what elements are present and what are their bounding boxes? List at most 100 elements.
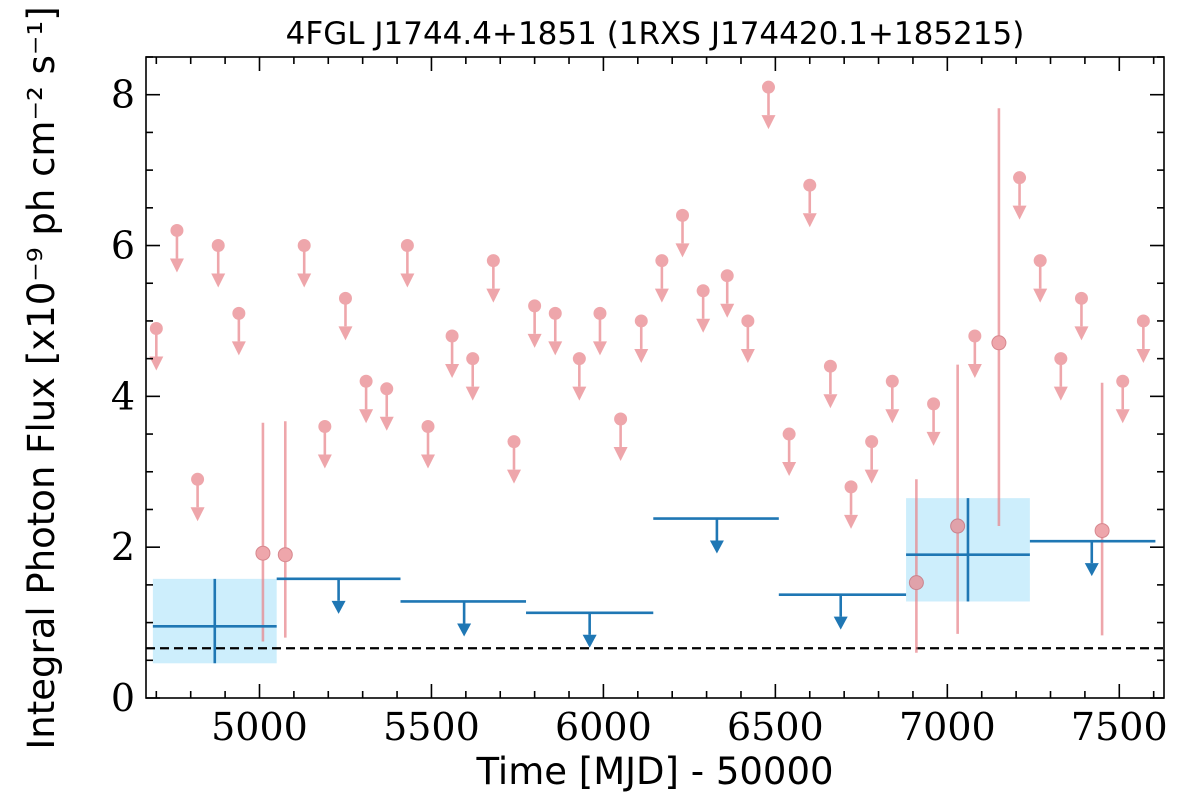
monthly-upper-limit-point — [528, 299, 542, 313]
monthly-upper-limit-head — [317, 454, 332, 469]
monthly-upper-limit-point — [400, 239, 414, 253]
yearly-upper-limit-2 — [526, 611, 654, 648]
monthly-upper-limit-35 — [967, 329, 982, 379]
monthly-upper-limit-point — [232, 306, 246, 320]
yearly-detection-1 — [906, 498, 1030, 602]
monthly-upper-limit-head — [379, 416, 394, 431]
monthly-upper-limit-32 — [864, 435, 879, 484]
x-tick-label: 6000 — [555, 705, 652, 749]
monthly-upper-limit-head — [967, 364, 982, 379]
monthly-upper-limit-21 — [634, 314, 649, 363]
monthly-upper-limit-34 — [926, 397, 941, 446]
monthly-upper-limit-head — [486, 288, 501, 303]
monthly-upper-limit-12 — [445, 329, 460, 379]
monthly-upper-limit-point — [211, 239, 225, 253]
monthly-upper-limit-point — [1116, 374, 1130, 388]
monthly-upper-limit-29 — [802, 178, 817, 228]
monthly-upper-limit-point — [318, 420, 332, 434]
monthly-upper-limit-head — [823, 394, 838, 409]
monthly-upper-limit-13 — [465, 352, 480, 401]
x-tick-label: 7500 — [1071, 705, 1168, 749]
y-tick-label: 6 — [111, 224, 135, 268]
monthly-upper-limit-point — [486, 254, 500, 268]
monthly-upper-limit-head — [1012, 205, 1027, 220]
monthly-upper-limit-head — [211, 273, 226, 288]
monthly-upper-limit-head — [740, 348, 755, 363]
monthly-upper-limit-19 — [592, 306, 607, 356]
x-tick-label: 5500 — [383, 705, 480, 749]
monthly-upper-limit-17 — [548, 306, 563, 356]
monthly-detection-point — [908, 575, 924, 591]
monthly-upper-limit-40 — [1115, 374, 1130, 424]
monthly-upper-limit-head — [675, 243, 690, 258]
monthly-upper-limit-head — [782, 462, 797, 477]
monthly-upper-limit-head — [421, 454, 436, 469]
yearly-upper-limit-head — [709, 540, 724, 554]
monthly-upper-limit-head — [885, 409, 900, 424]
monthly-upper-limit-point — [782, 427, 796, 441]
monthly-detection-5 — [1094, 382, 1110, 636]
monthly-upper-limit-22 — [654, 254, 669, 303]
monthly-upper-limit-head — [844, 514, 859, 529]
yearly-upper-limit-1 — [400, 600, 527, 637]
monthly-upper-limit-point — [572, 352, 586, 366]
y-tick-label: 2 — [111, 525, 135, 569]
y-tick-label: 0 — [111, 676, 135, 720]
monthly-upper-limit-point — [823, 359, 837, 373]
monthly-upper-limit-point — [421, 420, 435, 434]
monthly-upper-limit-point — [761, 80, 775, 94]
monthly-upper-limit-head — [613, 446, 628, 461]
monthly-upper-limit-30 — [823, 359, 838, 409]
monthly-detection-4 — [991, 108, 1007, 527]
y-tick-label: 8 — [111, 73, 135, 117]
monthly-upper-limit-head — [445, 364, 460, 379]
monthly-upper-limit-head — [231, 341, 246, 356]
chart-title: 4FGL J1744.4+1851 (1RXS J174420.1+185215… — [286, 16, 1025, 52]
monthly-upper-limit-6 — [297, 239, 312, 288]
monthly-upper-limit-point — [696, 284, 710, 298]
monthly-upper-limit-head — [654, 288, 669, 303]
monthly-upper-limit-point — [191, 472, 205, 486]
monthly-detection-3 — [950, 364, 966, 634]
monthly-upper-limit-7 — [338, 291, 353, 341]
monthly-upper-limit-5 — [317, 420, 332, 469]
monthly-upper-limit-point — [1013, 171, 1027, 185]
monthly-upper-limit-3 — [211, 239, 226, 288]
monthly-upper-limit-point — [380, 382, 394, 396]
monthly-upper-limit-point — [676, 208, 690, 222]
monthly-upper-limit-point — [1074, 291, 1088, 305]
yearly-upper-limit-head — [833, 616, 848, 630]
monthly-detection-point — [991, 335, 1007, 351]
monthly-detection-point — [1094, 523, 1110, 539]
monthly-upper-limit-18 — [572, 352, 587, 401]
monthly-upper-limit-point — [741, 314, 755, 328]
monthly-upper-limit-point — [720, 269, 734, 283]
monthly-upper-limit-point — [885, 374, 899, 388]
monthly-detection-point — [255, 545, 271, 561]
monthly-upper-limit-8 — [359, 374, 374, 424]
monthly-upper-limit-head — [149, 356, 164, 371]
monthly-upper-limit-head — [338, 326, 353, 341]
monthly-detection-point — [277, 547, 293, 563]
monthly-detection-0 — [255, 422, 271, 642]
monthly-upper-limit-head — [720, 303, 735, 318]
monthly-upper-limit-head — [400, 273, 415, 288]
monthly-upper-limit-point — [593, 306, 607, 320]
monthly-upper-limit-41 — [1136, 314, 1151, 363]
yearly-upper-limit-head — [457, 623, 472, 637]
yearly-upper-limit-5 — [1029, 539, 1156, 577]
monthly-upper-limit-head — [1074, 326, 1089, 341]
yearly-upper-limit-head — [1084, 563, 1099, 577]
monthly-upper-limit-point — [655, 254, 669, 268]
monthly-upper-limit-head — [548, 341, 563, 356]
monthly-upper-limit-15 — [506, 435, 521, 484]
x-tick-label: 7000 — [899, 705, 996, 749]
x-tick-label: 6500 — [727, 705, 824, 749]
monthly-upper-limit-2 — [190, 472, 205, 522]
monthly-upper-limit-14 — [486, 254, 501, 303]
monthly-upper-limit-point — [466, 352, 480, 366]
monthly-upper-limit-head — [696, 318, 711, 333]
monthly-upper-limit-head — [761, 115, 776, 130]
monthly-upper-limit-point — [445, 329, 459, 343]
monthly-upper-limit-25 — [720, 269, 735, 318]
